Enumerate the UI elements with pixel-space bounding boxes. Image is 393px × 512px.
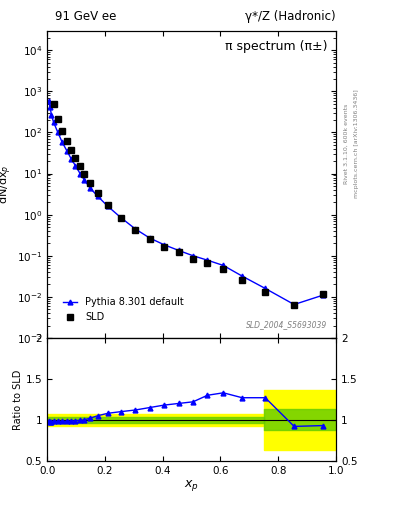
SLD (88, 180, 92, 186)
SLD (78, 163, 83, 169)
Pythia 8.301 default (191, 253, 195, 259)
Pythia 8.301 default (95, 193, 100, 199)
Text: Rivet 3.1.10, 600k events: Rivet 3.1.10, 600k events (344, 103, 349, 183)
SLD (64, 138, 69, 144)
SLD (176, 249, 181, 255)
SLD (292, 302, 296, 308)
Pythia 8.301 default (82, 177, 87, 183)
SLD (321, 290, 325, 296)
Pythia 8.301 default (221, 262, 226, 268)
SLD (55, 116, 60, 122)
Text: π spectrum (π±): π spectrum (π±) (225, 40, 327, 53)
Pythia 8.301 default (105, 203, 110, 209)
SLD (240, 278, 244, 284)
SLD (221, 266, 226, 272)
SLD (82, 172, 87, 178)
Legend: Pythia 8.301 default, SLD: Pythia 8.301 default, SLD (58, 292, 189, 327)
Pythia 8.301 default (46, 97, 51, 103)
Text: SLD_2004_S5693039: SLD_2004_S5693039 (246, 319, 327, 329)
Pythia 8.301 default (263, 285, 268, 291)
Pythia 8.301 default (51, 119, 56, 125)
Pythia 8.301 default (240, 273, 244, 279)
SLD (51, 101, 56, 107)
Pythia 8.301 default (147, 235, 152, 241)
SLD (60, 127, 64, 134)
SLD (263, 289, 268, 295)
Pythia 8.301 default (78, 170, 83, 177)
SLD (147, 237, 152, 243)
Pythia 8.301 default (88, 185, 92, 191)
Line: Pythia 8.301 default: Pythia 8.301 default (46, 98, 325, 307)
Y-axis label: Ratio to SLD: Ratio to SLD (13, 369, 23, 430)
Pythia 8.301 default (133, 226, 138, 232)
Line: SLD: SLD (51, 101, 326, 307)
SLD (105, 202, 110, 208)
SLD (118, 215, 123, 221)
Text: 91 GeV ee: 91 GeV ee (55, 10, 116, 23)
Pythia 8.301 default (205, 257, 210, 263)
SLD (69, 147, 73, 153)
Pythia 8.301 default (176, 247, 181, 253)
SLD (73, 155, 78, 161)
Pythia 8.301 default (292, 302, 296, 308)
Pythia 8.301 default (48, 104, 52, 110)
Pythia 8.301 default (118, 215, 123, 221)
Pythia 8.301 default (55, 130, 60, 136)
Pythia 8.301 default (162, 242, 167, 248)
Pythia 8.301 default (49, 112, 54, 118)
Text: γ*/Z (Hadronic): γ*/Z (Hadronic) (245, 10, 336, 23)
Y-axis label: dN/dx$_p$: dN/dx$_p$ (0, 164, 14, 204)
X-axis label: $x_p$: $x_p$ (184, 478, 199, 494)
Pythia 8.301 default (321, 292, 325, 298)
Pythia 8.301 default (60, 139, 64, 145)
SLD (162, 244, 167, 250)
SLD (191, 255, 195, 262)
Text: mcplots.cern.ch [arXiv:1306.3436]: mcplots.cern.ch [arXiv:1306.3436] (354, 89, 359, 198)
Pythia 8.301 default (69, 156, 73, 162)
SLD (133, 227, 138, 233)
Pythia 8.301 default (64, 147, 69, 154)
Pythia 8.301 default (73, 163, 78, 169)
SLD (205, 261, 210, 267)
SLD (95, 190, 100, 197)
